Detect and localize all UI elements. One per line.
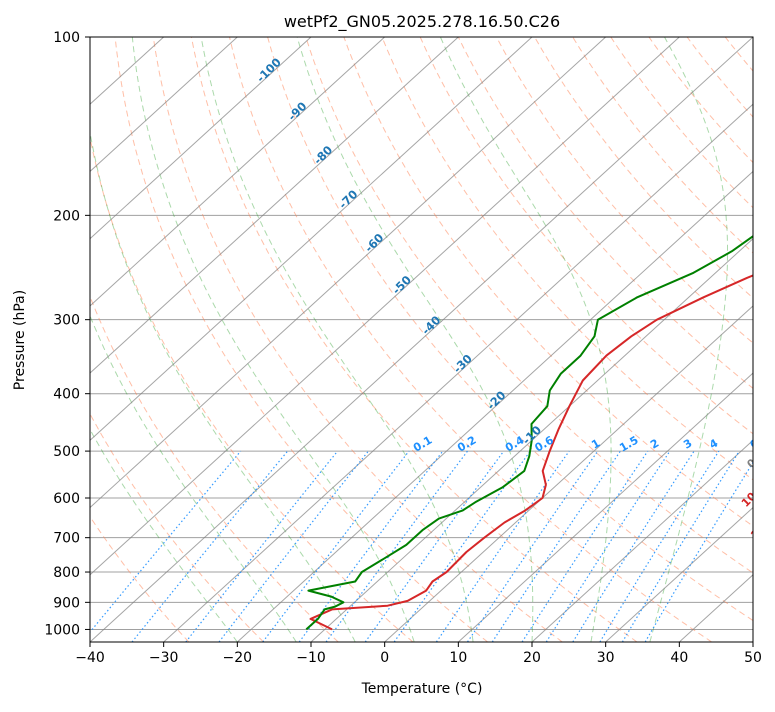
mixing-ratio-line — [468, 451, 598, 642]
y-tick-label: 900 — [53, 595, 80, 611]
isotherm-line — [0, 32, 611, 642]
isotherm-label: -90 — [285, 99, 310, 124]
y-tick-label: 1000 — [44, 622, 80, 638]
dry-adiabat-line — [115, 37, 488, 642]
dry-adiabat-line — [153, 37, 562, 642]
y-tick-label: 600 — [53, 491, 80, 507]
y-tick-label: 100 — [53, 30, 80, 46]
theta-label: 30 — [758, 553, 775, 573]
mixing-ratio-label: 4 — [707, 436, 720, 451]
x-tick-label: −20 — [223, 650, 253, 666]
isotherm-line — [458, 32, 775, 642]
x-tick-label: 0 — [380, 650, 389, 666]
dry-adiabat-line — [687, 37, 775, 642]
mixing-ratio-line — [132, 451, 288, 642]
mixing-ratio-label: 3 — [681, 437, 694, 452]
isotherm-line — [90, 32, 759, 642]
isotherm-line — [679, 32, 775, 642]
isotherm-line — [0, 32, 390, 642]
y-tick-label: 300 — [53, 313, 80, 329]
isotherm-label: -60 — [362, 231, 387, 256]
isotherm-label: -30 — [450, 351, 475, 376]
y-tick-label: 700 — [53, 531, 80, 547]
x-tick-label: 30 — [597, 650, 615, 666]
background-lines — [0, 32, 775, 642]
y-tick-label: 800 — [53, 565, 80, 581]
y-tick-label: 200 — [53, 208, 80, 224]
x-tick-label: 50 — [744, 650, 762, 666]
chart-title: wetPf2_GN05.2025.278.16.50.C26 — [284, 12, 560, 32]
isotherm-label: -80 — [311, 143, 336, 168]
theta-label: 0 — [744, 456, 759, 471]
dewpoint-profile-line — [306, 37, 775, 629]
mixing-ratio-line — [622, 451, 739, 642]
dry-adiabat-line — [763, 37, 775, 642]
mixing-ratio-label: 6 — [748, 436, 761, 451]
mixing-ratio-line — [263, 451, 409, 642]
x-tick-label: 20 — [523, 650, 541, 666]
isotherm-label: -20 — [484, 388, 509, 413]
mixing-ratio-label: 2 — [648, 437, 661, 452]
isotherm-label: -100 — [254, 55, 284, 85]
isotherm-line — [0, 32, 538, 642]
isotherm-label: -40 — [419, 313, 444, 338]
isotherm-line — [237, 32, 775, 642]
dry-adiabat-line — [649, 37, 775, 642]
isotherm-line — [753, 32, 775, 642]
mixing-ratio-line — [573, 451, 694, 642]
isotherm-line — [0, 32, 464, 642]
isotherm-line — [0, 32, 243, 642]
moist-adiabat-line — [80, 37, 356, 642]
x-tick-label: −30 — [149, 650, 179, 666]
moist-adiabat-line — [132, 37, 414, 642]
line-labels: 0.10.20.40.611.52346810131620253036-100-… — [254, 55, 775, 601]
mixing-ratio-line — [82, 451, 241, 642]
theta-label: 20 — [748, 521, 768, 541]
x-tick-label: 10 — [449, 650, 467, 666]
mixing-ratio-line — [219, 451, 368, 642]
dry-adiabat-line — [344, 37, 775, 642]
dry-adiabat-line — [725, 37, 775, 642]
moist-adiabat-line — [37, 37, 297, 642]
dry-adiabat-line — [496, 37, 775, 642]
mixing-ratio-line — [546, 451, 670, 642]
moist-adiabat-line — [0, 37, 237, 642]
dry-adiabat-line — [39, 37, 338, 642]
x-tick-label: 40 — [670, 650, 688, 666]
dry-adiabat-line — [191, 37, 637, 642]
x-tick-label: −10 — [296, 650, 326, 666]
isotherm-label: -70 — [336, 187, 361, 212]
dry-adiabat-line — [1, 37, 264, 642]
dry-adiabat-line — [230, 37, 712, 642]
mixing-ratio-line — [600, 451, 719, 642]
theta-label: 40 — [771, 581, 775, 601]
y-tick-label: 400 — [53, 387, 80, 403]
y-tick-label: 500 — [53, 444, 80, 460]
dry-adiabat-line — [420, 37, 775, 642]
mixing-ratio-label: 1 — [589, 437, 602, 452]
theta-label: 10 — [739, 490, 759, 510]
mixing-ratio-line — [365, 451, 503, 642]
isotherm-line — [16, 32, 685, 642]
x-tick-label: −40 — [75, 650, 105, 666]
x-axis-label: Temperature (°C) — [361, 681, 483, 697]
moist-adiabat-line — [297, 37, 533, 642]
dry-adiabat-line — [611, 37, 775, 642]
mixing-ratio-line — [186, 451, 338, 642]
y-axis-label: Pressure (hPa) — [12, 290, 28, 390]
isotherm-label: -50 — [389, 273, 414, 298]
